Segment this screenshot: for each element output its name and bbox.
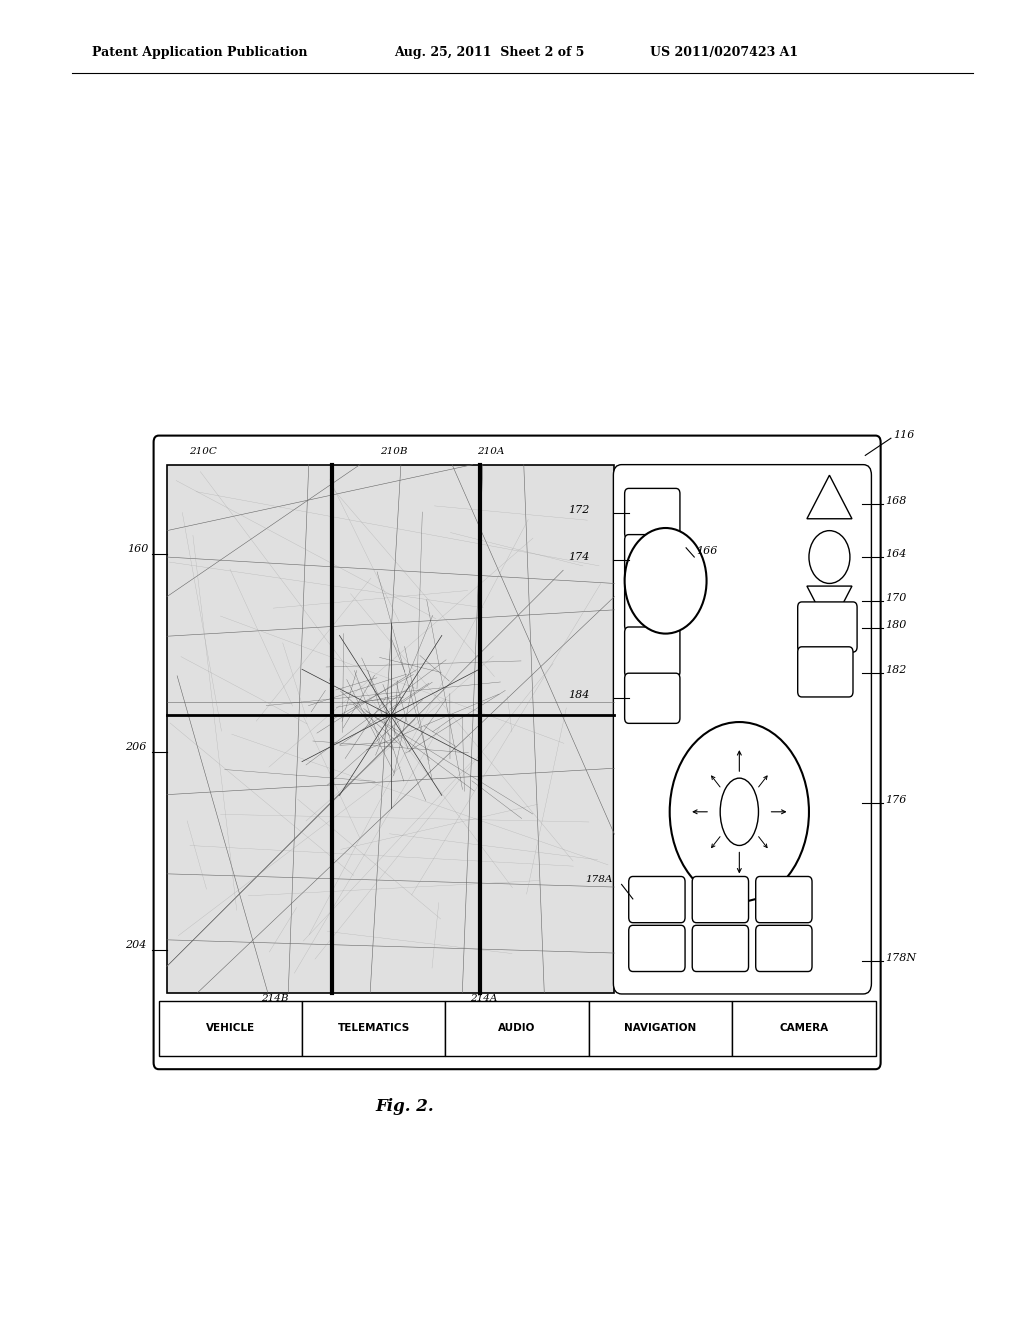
Bar: [445, 1001, 589, 1056]
FancyBboxPatch shape: [625, 673, 680, 723]
Text: Aug. 25, 2011  Sheet 2 of 5: Aug. 25, 2011 Sheet 2 of 5: [394, 46, 585, 59]
Text: 206: 206: [125, 742, 146, 752]
Ellipse shape: [720, 777, 759, 846]
Text: 164: 164: [885, 549, 906, 560]
Text: 210A: 210A: [477, 447, 504, 457]
FancyBboxPatch shape: [798, 602, 857, 652]
Text: 214A: 214A: [470, 994, 498, 1003]
Text: 160: 160: [127, 544, 148, 554]
Circle shape: [625, 528, 707, 634]
Text: 170: 170: [885, 593, 906, 603]
FancyBboxPatch shape: [629, 876, 685, 923]
FancyBboxPatch shape: [625, 488, 680, 539]
Bar: [732, 1001, 876, 1056]
FancyBboxPatch shape: [692, 876, 749, 923]
Bar: [302, 1001, 445, 1056]
Text: 214B: 214B: [261, 994, 289, 1003]
Text: US 2011/0207423 A1: US 2011/0207423 A1: [650, 46, 799, 59]
FancyBboxPatch shape: [625, 535, 680, 585]
Text: 178N: 178N: [885, 953, 915, 964]
Text: 178A: 178A: [586, 875, 613, 884]
Text: NAVIGATION: NAVIGATION: [625, 1023, 696, 1034]
Text: Fig. 2.: Fig. 2.: [375, 1098, 434, 1115]
FancyBboxPatch shape: [625, 627, 680, 677]
Text: CAMERA: CAMERA: [779, 1023, 828, 1034]
FancyBboxPatch shape: [756, 876, 812, 923]
Text: 184: 184: [568, 690, 590, 701]
FancyBboxPatch shape: [154, 436, 881, 1069]
Text: AUDIO: AUDIO: [499, 1023, 536, 1034]
Text: 116: 116: [893, 430, 914, 441]
Text: 166: 166: [696, 546, 718, 557]
Text: 210C: 210C: [188, 447, 217, 457]
FancyBboxPatch shape: [756, 925, 812, 972]
FancyBboxPatch shape: [629, 925, 685, 972]
Text: Patent Application Publication: Patent Application Publication: [92, 46, 307, 59]
Text: 182: 182: [885, 665, 906, 676]
Bar: [589, 1001, 732, 1056]
Text: 204: 204: [125, 940, 146, 950]
Circle shape: [670, 722, 809, 902]
Bar: [167, 465, 614, 993]
Polygon shape: [807, 475, 852, 519]
Text: 180: 180: [885, 620, 906, 631]
Text: VEHICLE: VEHICLE: [206, 1023, 255, 1034]
FancyBboxPatch shape: [798, 647, 853, 697]
Bar: [159, 1001, 302, 1056]
Text: TELEMATICS: TELEMATICS: [338, 1023, 410, 1034]
Text: 210B: 210B: [380, 447, 408, 457]
Circle shape: [809, 531, 850, 583]
Polygon shape: [807, 586, 852, 630]
Text: 168: 168: [885, 496, 906, 507]
FancyBboxPatch shape: [625, 581, 680, 631]
FancyBboxPatch shape: [692, 925, 749, 972]
Text: 174: 174: [568, 552, 590, 562]
FancyBboxPatch shape: [613, 465, 871, 994]
Text: 172: 172: [568, 506, 590, 516]
Text: 176: 176: [885, 795, 906, 805]
